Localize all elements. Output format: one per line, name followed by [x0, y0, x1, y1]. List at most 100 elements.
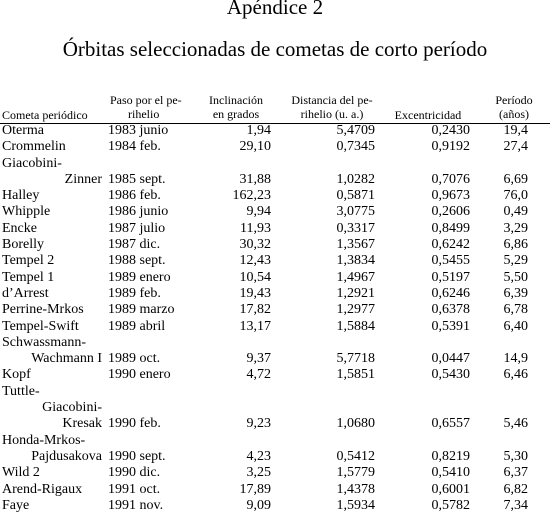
- comet-name: Tempel-Swift: [2, 318, 79, 334]
- eccentricity-value: 0,5391: [431, 318, 471, 334]
- inclination-value: 1,94: [246, 123, 272, 138]
- inclination-value: 4,23: [246, 448, 272, 464]
- header-eccentricity: Excentricidad: [394, 108, 462, 122]
- comet-name: Zinner: [64, 171, 102, 187]
- comet-name: Tempel 1: [2, 269, 55, 285]
- eccentricity-value: 0,6242: [431, 237, 471, 253]
- period-value: 6,46: [503, 367, 529, 383]
- comet-name: Wild 2: [2, 465, 40, 481]
- comet-table: Oterma 1983 junio 1,94 5,4709 0,2430 19,4 Crom…: [0, 123, 550, 514]
- table-row: Schwassmann-: [0, 335, 550, 351]
- inclination-value: 4,72: [246, 367, 272, 383]
- table-row: Whipple 1986 junio 9,94 3,0775 0,2606 0,49: [0, 204, 550, 220]
- inclination-value: 9,94: [246, 204, 272, 220]
- eccentricity-value: 0,6557: [431, 416, 471, 432]
- table-row: Tempel-Swift 1989 abril 13,17 1,5884 0,5391 6…: [0, 319, 550, 335]
- perihelion-date: 1984 feb.: [108, 139, 161, 155]
- perihelion-distance-value: 3,0775: [336, 204, 376, 220]
- perihelion-date: 1988 sept.: [108, 253, 166, 269]
- period-value: 6,37: [503, 465, 529, 481]
- period-value: 5,50: [503, 269, 529, 285]
- comet-name: Perrine-Mrkos: [2, 302, 84, 318]
- header-inclination-line2: en grados: [212, 107, 260, 121]
- comet-name: Crommelin: [2, 139, 66, 155]
- table-row: Tempel 1 1989 enero 10,54 1,4967 0,5197 5,50: [0, 270, 550, 286]
- eccentricity-value: 0,5410: [431, 465, 471, 481]
- perihelion-distance-value: 0,3317: [336, 220, 376, 236]
- perihelion-distance-value: 1,2921: [336, 285, 376, 301]
- perihelion-distance-value: 1,5934: [336, 497, 376, 513]
- perihelion-date: 1986 feb.: [108, 188, 161, 204]
- eccentricity-value: 0,6001: [431, 481, 471, 497]
- period-value: 6,40: [503, 318, 529, 334]
- perihelion-date: 1983 junio: [108, 123, 169, 138]
- period-value: 3,29: [503, 220, 529, 236]
- perihelion-distance-value: 5,7718: [336, 351, 376, 367]
- perihelion-distance-value: 1,3834: [336, 253, 376, 269]
- period-value: 5,30: [503, 448, 529, 464]
- header-inclination-line1: Inclinación: [209, 93, 263, 107]
- eccentricity-value: 0,5455: [431, 253, 471, 269]
- header-perihelion-distance-line2: rihelio (u. a.): [300, 107, 364, 121]
- table-row: Crommelin 1984 feb. 29,10 0,7345 0,9192 27,4: [0, 139, 550, 155]
- perihelion-distance-value: 0,5871: [336, 188, 376, 204]
- inclination-value: 13,17: [239, 318, 272, 334]
- header-inclination: Inclinación en grados: [198, 93, 274, 121]
- table-row: Giacobini-: [0, 156, 550, 172]
- comet-name: Whipple: [2, 204, 51, 220]
- perihelion-date: 1991 oct.: [108, 481, 161, 497]
- inclination-value: 31,88: [239, 171, 272, 187]
- comet-name: Giacobini-: [2, 155, 62, 171]
- comet-name: Faye: [2, 497, 30, 513]
- table-row: Halley 1986 feb. 162,23 0,5871 0,9673 76,0: [0, 188, 550, 204]
- perihelion-date: 1986 junio: [108, 204, 169, 220]
- table-row: Arend-Rigaux 1991 oct. 17,89 1,4378 0,6001 6,…: [0, 482, 550, 498]
- eccentricity-value: 0,5430: [431, 367, 471, 383]
- eccentricity-value: 0,9192: [431, 139, 471, 155]
- header-perihelion-passage-line2: rihelio: [128, 107, 160, 121]
- inclination-value: 19,43: [239, 285, 272, 301]
- period-value: 14,9: [503, 351, 529, 367]
- comet-name: Wachmann I: [31, 351, 102, 367]
- header-period-line1: Período: [495, 93, 533, 107]
- perihelion-distance-value: 1,5884: [336, 318, 376, 334]
- table-row: Borelly 1987 dic. 30,32 1,3567 0,6242 6,86: [0, 237, 550, 253]
- period-value: 5,46: [503, 416, 529, 432]
- comet-name: Borelly: [2, 237, 44, 253]
- inclination-value: 11,93: [240, 220, 271, 236]
- table-row: Perrine-Mrkos 1989 marzo 17,82 1,2977 0,6378…: [0, 302, 550, 318]
- eccentricity-value: 0,5197: [431, 269, 471, 285]
- period-value: 27,4: [503, 139, 529, 155]
- perihelion-distance-value: 1,2977: [336, 302, 376, 318]
- perihelion-distance-value: 1,3567: [336, 237, 376, 253]
- table-row: Wachmann I 1989 oct. 9,37 5,7718 0,0447 14,9: [0, 351, 550, 367]
- table-row: Kopf 1990 enero 4,72 1,5851 0,5430 6,46: [0, 367, 550, 383]
- period-value: 6,82: [503, 481, 529, 497]
- page-title: Apéndice 2: [226, 0, 324, 19]
- perihelion-distance-value: 5,4709: [336, 123, 376, 138]
- inclination-value: 3,25: [246, 465, 272, 481]
- header-comet-name: Cometa periódico: [2, 108, 88, 122]
- table-row: Giacobini-: [0, 400, 550, 416]
- eccentricity-value: 0,6378: [431, 302, 471, 318]
- header-period: Período (años): [486, 93, 542, 121]
- period-value: 6,86: [503, 237, 529, 253]
- comet-name: Encke: [2, 220, 37, 236]
- table-row: Kresak 1990 feb. 9,23 1,0680 0,6557 5,46: [0, 416, 550, 432]
- perihelion-date: 1985 sept.: [108, 171, 166, 187]
- perihelion-date: 1989 feb.: [108, 285, 161, 301]
- table-row: Honda-Mrkos-: [0, 433, 550, 449]
- table-row: Tempel 2 1988 sept. 12,43 1,3834 0,5455 5,29: [0, 253, 550, 269]
- comet-name: Kresak: [62, 416, 102, 432]
- inclination-value: 162,23: [232, 188, 272, 204]
- eccentricity-value: 0,9673: [431, 188, 471, 204]
- header-period-line2: (años): [499, 107, 529, 121]
- table-row: Zinner 1985 sept. 31,88 1,0282 0,7076 6,69: [0, 172, 550, 188]
- perihelion-date: 1989 enero: [108, 269, 171, 285]
- perihelion-distance-value: 1,5851: [336, 367, 376, 383]
- table-row: Wild 2 1990 dic. 3,25 1,5779 0,5410 6,37: [0, 465, 550, 481]
- comet-name: Honda-Mrkos-: [2, 432, 86, 448]
- perihelion-distance-value: 1,4967: [336, 269, 376, 285]
- comet-name: Tuttle-: [2, 383, 40, 399]
- period-value: 0,49: [503, 204, 529, 220]
